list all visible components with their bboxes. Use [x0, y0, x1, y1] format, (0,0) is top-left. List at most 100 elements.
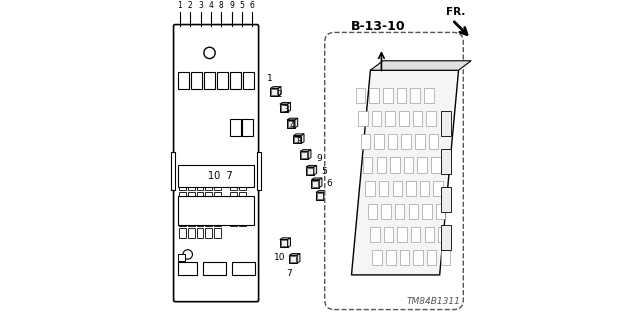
Bar	[411, 227, 420, 242]
Bar	[214, 181, 221, 190]
Bar	[205, 192, 212, 202]
Text: 8: 8	[297, 137, 303, 146]
Bar	[426, 111, 436, 126]
Bar	[188, 192, 195, 202]
Bar	[293, 136, 301, 144]
Bar	[280, 240, 288, 247]
Bar	[196, 228, 204, 238]
Bar	[441, 187, 451, 212]
Bar	[179, 181, 186, 190]
Bar	[204, 262, 225, 275]
Bar	[307, 168, 313, 174]
FancyBboxPatch shape	[173, 25, 259, 302]
Polygon shape	[288, 102, 291, 112]
Bar	[179, 196, 254, 225]
Bar	[360, 134, 370, 149]
Bar	[205, 181, 212, 190]
Bar	[218, 72, 228, 89]
Bar	[372, 250, 382, 265]
Text: 1: 1	[267, 74, 273, 83]
Bar	[179, 204, 186, 214]
Text: FR.: FR.	[446, 7, 465, 17]
Bar	[441, 111, 451, 136]
Polygon shape	[280, 102, 291, 104]
Bar	[438, 227, 448, 242]
Polygon shape	[351, 70, 459, 275]
Bar	[301, 152, 307, 158]
Bar	[424, 227, 434, 242]
Text: 3: 3	[284, 105, 289, 114]
Text: 4: 4	[290, 121, 296, 130]
Text: 9: 9	[316, 154, 322, 163]
Polygon shape	[288, 238, 291, 247]
Bar	[374, 134, 384, 149]
Bar	[410, 88, 420, 103]
Bar	[179, 216, 186, 226]
Bar	[369, 88, 379, 103]
Bar	[205, 228, 212, 238]
Polygon shape	[324, 190, 326, 200]
Bar	[205, 216, 212, 226]
Bar	[188, 204, 195, 214]
Polygon shape	[300, 150, 311, 151]
Polygon shape	[287, 118, 298, 120]
Bar	[204, 72, 215, 89]
Polygon shape	[278, 87, 281, 96]
Bar	[397, 227, 407, 242]
Polygon shape	[280, 238, 291, 240]
Polygon shape	[301, 134, 304, 144]
Text: 8: 8	[219, 1, 223, 11]
Bar	[214, 204, 221, 214]
Bar	[399, 250, 409, 265]
Bar	[232, 262, 255, 275]
Bar	[413, 111, 422, 126]
Text: 10  7: 10 7	[208, 171, 232, 181]
Circle shape	[204, 47, 215, 59]
Polygon shape	[316, 190, 326, 192]
Bar	[415, 134, 425, 149]
Bar	[191, 72, 202, 89]
Text: 10: 10	[275, 254, 285, 263]
Bar	[367, 204, 377, 219]
Bar	[376, 158, 386, 173]
Bar	[311, 180, 319, 188]
Bar	[417, 158, 427, 173]
Bar	[433, 181, 443, 196]
Bar	[395, 204, 404, 219]
Text: 5: 5	[239, 1, 244, 11]
Bar	[287, 120, 295, 128]
Bar	[179, 192, 186, 202]
Bar	[257, 152, 260, 190]
Bar	[239, 181, 246, 190]
Bar	[312, 181, 318, 187]
Bar	[392, 181, 402, 196]
Bar	[179, 228, 186, 238]
Bar	[239, 192, 246, 202]
Bar	[243, 72, 254, 89]
Bar	[358, 111, 368, 126]
FancyBboxPatch shape	[324, 33, 463, 309]
Bar	[239, 216, 246, 226]
Bar	[440, 250, 450, 265]
Polygon shape	[371, 61, 471, 70]
Bar	[188, 216, 195, 226]
Bar	[383, 88, 393, 103]
Bar	[188, 181, 195, 190]
Bar	[196, 204, 204, 214]
Bar	[386, 250, 396, 265]
Bar	[365, 181, 375, 196]
Bar	[188, 228, 195, 238]
Bar	[230, 181, 237, 190]
Bar	[397, 88, 406, 103]
Bar	[230, 204, 237, 214]
Bar	[300, 151, 308, 159]
Bar	[424, 88, 434, 103]
Bar	[431, 158, 441, 173]
Bar	[179, 165, 254, 187]
Text: 2: 2	[276, 90, 282, 99]
Bar	[291, 256, 296, 262]
Bar	[390, 158, 400, 173]
Bar	[230, 119, 241, 136]
Text: 2: 2	[188, 1, 193, 11]
Bar	[230, 192, 237, 202]
